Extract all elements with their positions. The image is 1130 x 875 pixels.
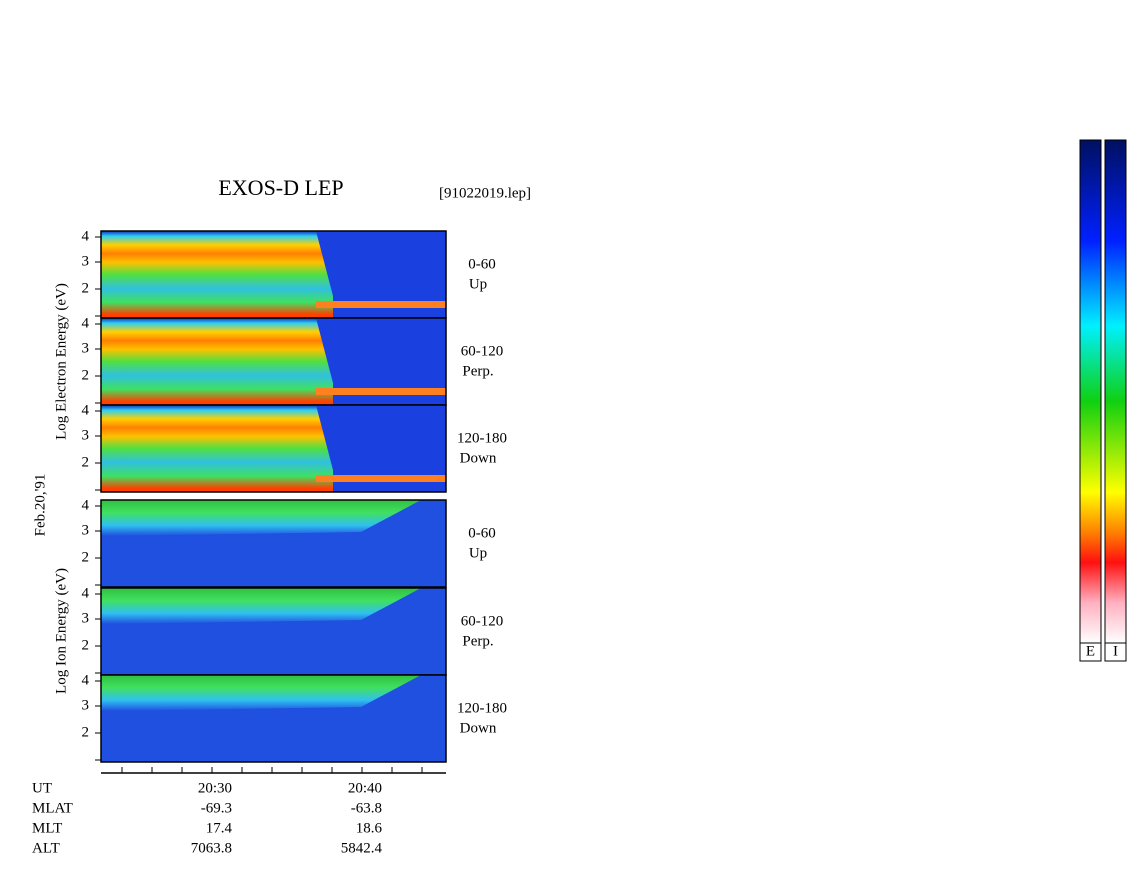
panel-frame	[100, 404, 447, 493]
y-tick-label: 2	[82, 454, 90, 470]
colorbar-label-box	[1104, 642, 1127, 662]
y-tick-label: 2	[82, 280, 90, 296]
direction-label: Perp.	[462, 363, 493, 379]
spectrogram-band	[101, 500, 421, 536]
pitch-label: 60-120	[461, 613, 504, 629]
ephemeris-name: UT	[32, 780, 52, 796]
ephemeris-name: MLT	[32, 820, 62, 836]
ephemeris-value: 5842.4	[341, 840, 383, 856]
spectrogram-band	[316, 475, 446, 482]
axis-label: Log Electron Energy (eV)	[53, 283, 69, 440]
ephemeris-value: 18.6	[356, 820, 383, 836]
panel-frame	[100, 674, 447, 763]
y-tick-label: 4	[82, 497, 90, 513]
y-tick-label: 2	[82, 724, 90, 740]
ephemeris-value: -63.8	[351, 800, 382, 816]
y-tick-label: 4	[82, 228, 90, 244]
spectrogram-band	[101, 318, 333, 405]
y-tick-label: 3	[82, 522, 90, 538]
y-tick-label: 3	[82, 610, 90, 626]
pitch-label: 120-180	[457, 430, 507, 446]
colorbar-label: I	[1113, 643, 1118, 659]
spectrogram-band	[316, 388, 446, 395]
ephemeris-value: -69.3	[201, 800, 232, 816]
y-tick-label: 3	[82, 340, 90, 356]
panel-frame	[100, 499, 447, 588]
colorbar	[1104, 139, 1127, 644]
spectrogram-band	[316, 301, 446, 308]
axis-label: Log Ion Energy (eV)	[53, 568, 69, 694]
direction-label: Up	[469, 276, 487, 292]
y-tick-label: 3	[82, 427, 90, 443]
pitch-label: 0-60	[468, 256, 496, 272]
direction-label: Up	[469, 545, 487, 561]
spectrogram-band	[101, 675, 421, 711]
y-tick-label: 4	[82, 315, 90, 331]
y-tick-label: 3	[82, 253, 90, 269]
ephemeris-name: ALT	[32, 840, 60, 856]
ephemeris-name: MLAT	[32, 800, 73, 816]
y-tick-label: 2	[82, 637, 90, 653]
date: Feb.20,'91	[32, 474, 48, 537]
ephemeris-value: 17.4	[206, 820, 233, 836]
y-tick-label: 2	[82, 367, 90, 383]
colorbar	[1079, 139, 1102, 644]
y-tick-label: 2	[82, 549, 90, 565]
colorbar-label-box	[1079, 642, 1102, 662]
pitch-label: 60-120	[461, 343, 504, 359]
y-tick-label: 4	[82, 402, 90, 418]
spectrogram-band	[101, 588, 421, 624]
y-tick-label: 4	[82, 585, 90, 601]
ephemeris-value: 20:40	[348, 780, 382, 796]
ephemeris-value: 7063.8	[191, 840, 232, 856]
spectrogram-band	[101, 405, 333, 492]
file-name: [91022019.lep]	[439, 185, 531, 201]
direction-label: Down	[460, 720, 497, 736]
pitch-label: 120-180	[457, 700, 507, 716]
title: EXOS-D LEP	[218, 175, 343, 200]
pitch-label: 0-60	[468, 525, 496, 541]
y-tick-label: 3	[82, 697, 90, 713]
ephemeris-value: 20:30	[198, 780, 232, 796]
y-tick-label: 4	[82, 672, 90, 688]
colorbar-label: E	[1086, 643, 1095, 659]
direction-label: Perp.	[462, 633, 493, 649]
spectrogram-band	[101, 231, 333, 318]
direction-label: Down	[460, 450, 497, 466]
